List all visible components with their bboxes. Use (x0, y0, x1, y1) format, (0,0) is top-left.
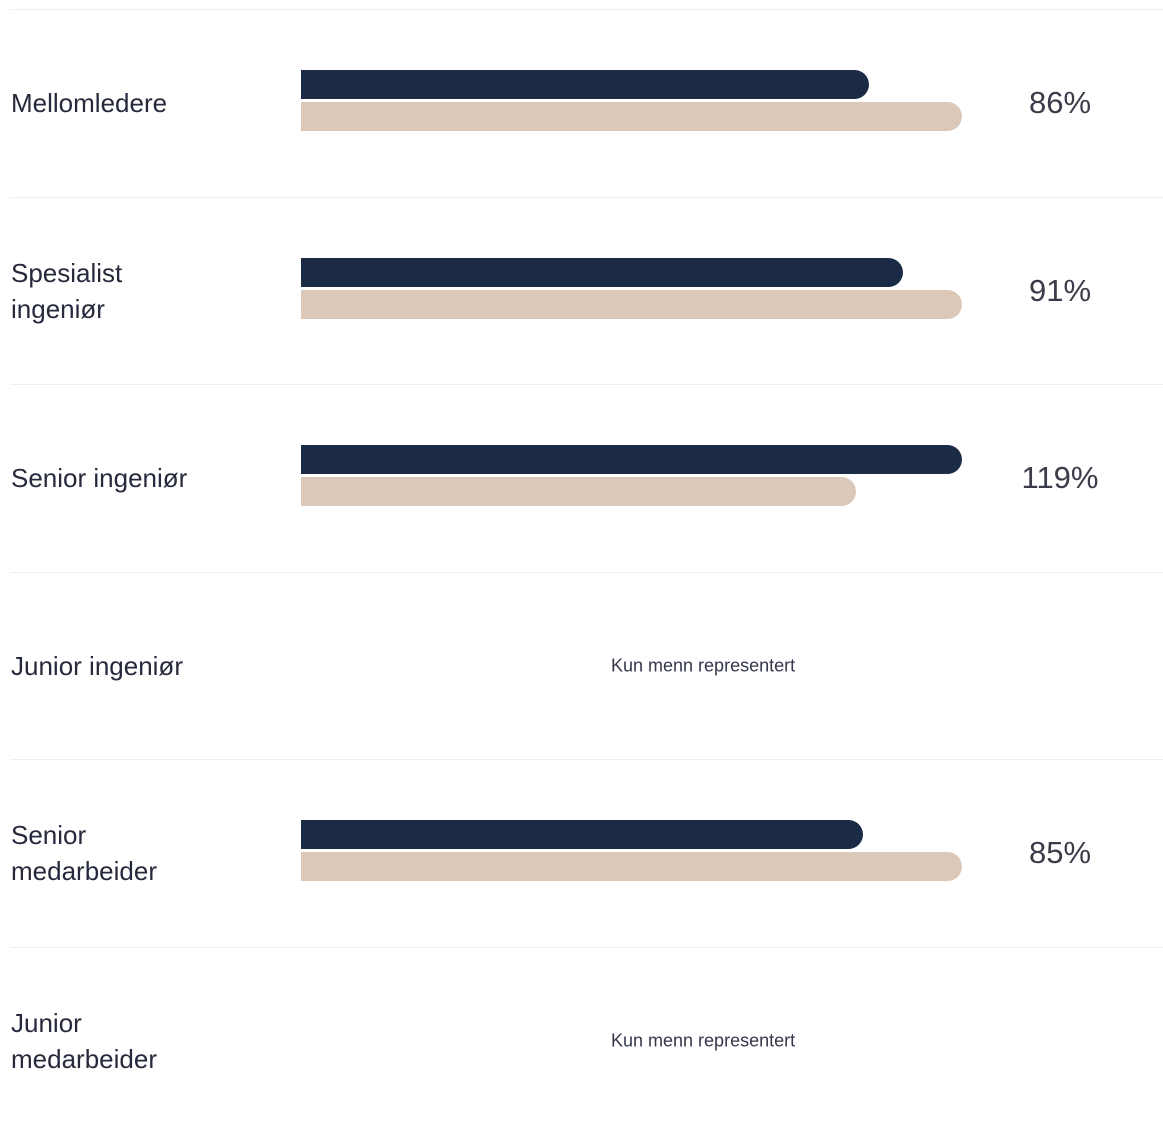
category-label: Spesialist ingeniør (11, 257, 123, 324)
chart-row: Spesialist ingeniør 91% (0, 197, 1163, 385)
bar-men (301, 820, 863, 849)
ratio-value-label: 86% (1028, 85, 1092, 120)
category-label: Junior medarbeider (11, 1007, 157, 1074)
category-label: Mellomledere (11, 88, 168, 118)
bar-women (301, 477, 857, 506)
chart-row: Mellomledere 86% (0, 9, 1163, 197)
ratio-value-label: 85% (1028, 835, 1092, 870)
row-divider (10, 759, 1163, 760)
bar-group (301, 70, 962, 136)
bar-group (301, 257, 962, 324)
chart-row: Junior medarbeider Kun menn representert (0, 947, 1163, 1135)
chart-row: Senior ingeniør 119% (0, 384, 1163, 572)
bar-group (301, 820, 962, 886)
row-divider (10, 946, 1163, 948)
bar-men (301, 70, 870, 99)
row-divider (10, 384, 1163, 385)
chart-row: Senior medarbeider 85% (0, 759, 1163, 947)
bar-men (301, 445, 962, 474)
only-men-note: Kun menn representert (611, 1030, 796, 1050)
row-divider (10, 571, 1163, 573)
only-men-note: Kun menn representert (611, 655, 796, 675)
bar-men (301, 257, 903, 287)
chart-row: Junior ingeniør Kun menn representert (0, 572, 1163, 760)
category-label: Junior ingeniør (11, 650, 183, 681)
row-divider (10, 196, 1163, 198)
bar-women (301, 852, 962, 881)
ratio-value-label: 119% (1021, 460, 1099, 495)
ratio-value-label: 91% (1028, 272, 1092, 308)
category-label: Senior ingeniør (11, 463, 188, 493)
bar-women (301, 289, 962, 319)
bar-group (301, 445, 962, 511)
row-divider (10, 9, 1163, 10)
category-label: Senior medarbeider (11, 820, 157, 886)
bar-women (301, 102, 962, 131)
